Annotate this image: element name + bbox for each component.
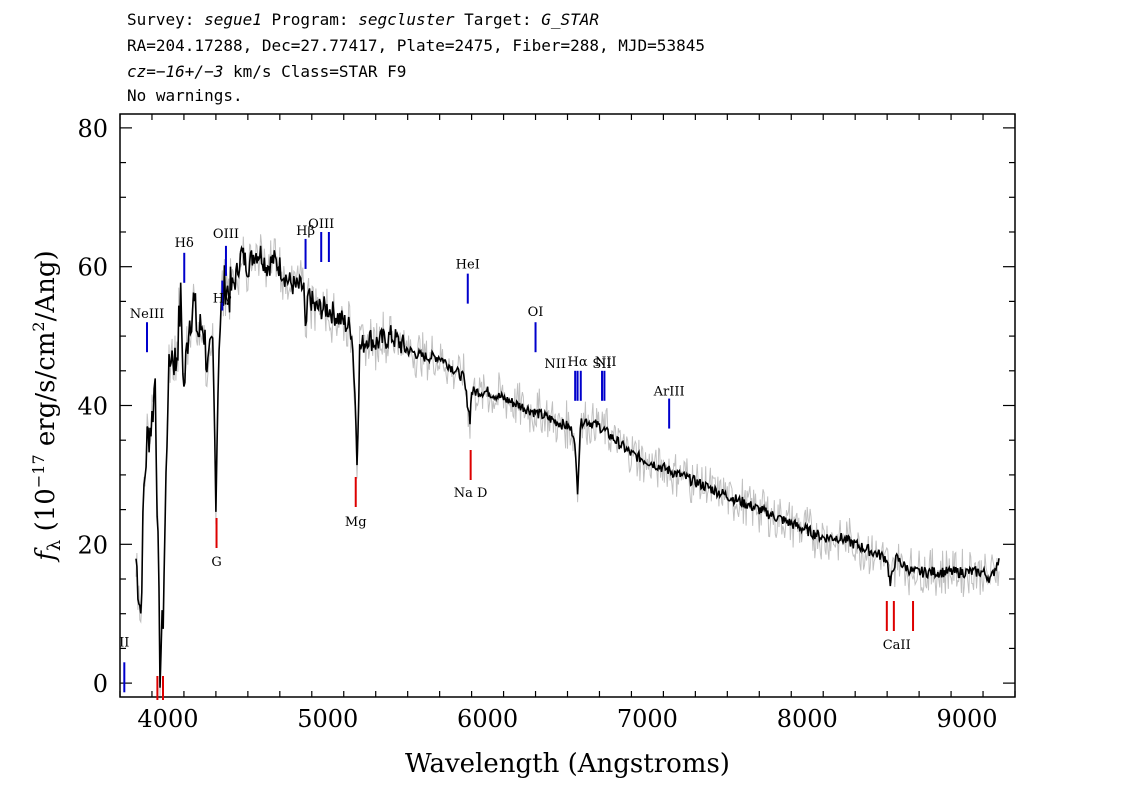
emission-line-label: OI <box>528 305 544 320</box>
emission-line-label: II <box>119 635 129 650</box>
target-label: Target: <box>454 10 542 29</box>
ylabel-exp2: 2 <box>29 321 48 331</box>
error-envelope <box>135 234 1000 699</box>
x-tick-label: 7000 <box>617 705 678 733</box>
emission-line-label: ArIII <box>653 385 685 400</box>
header-line-2: RA=204.17288, Dec=27.77417, Plate=2475, … <box>127 36 705 55</box>
emission-line-label: NII <box>544 357 566 372</box>
ylabel-part1: (10 <box>31 488 61 540</box>
x-tick-label: 9000 <box>937 705 998 733</box>
y-tick-label: 40 <box>77 393 108 421</box>
emission-line-label: HeI <box>456 258 480 273</box>
y-axis-label: fλ (10−17 erg/s/cm2/Ang) <box>29 250 65 562</box>
emission-line-label: SII <box>592 357 611 372</box>
header-line-4: No warnings. <box>127 86 243 105</box>
survey-value: segue1 <box>204 10 262 29</box>
program-value: segcluster <box>358 10 455 29</box>
x-tick-label: 6000 <box>457 705 518 733</box>
ylabel-part3: /Ang) <box>31 250 61 321</box>
x-tick-label: 4000 <box>137 705 198 733</box>
absorption-line-label: G <box>211 555 221 570</box>
survey-label: Survey: <box>127 10 205 29</box>
y-tick-label: 20 <box>77 531 108 559</box>
ylabel-part2: erg/s/cm <box>31 332 61 455</box>
flux-line <box>135 244 1000 688</box>
emission-line-label: Hβ <box>296 224 315 239</box>
emission-line-label: OIII <box>308 217 334 232</box>
cz-label: cz <box>127 62 147 81</box>
x-tick-label: 8000 <box>777 705 838 733</box>
header-line-1: Survey: segue1 Program: segcluster Targe… <box>127 10 599 29</box>
program-label: Program: <box>261 10 359 29</box>
plot-frame <box>119 113 1016 698</box>
emission-line-label: Hγ <box>213 292 232 307</box>
ylabel-exp: −17 <box>29 454 48 488</box>
emission-line-label: NII <box>595 355 617 370</box>
y-tick-label: 80 <box>77 115 108 143</box>
ylabel-lambda: λ <box>44 540 65 551</box>
cz-value: =−16+/−3 <box>146 62 224 81</box>
target-value: G_STAR <box>541 10 600 29</box>
emission-line-label: OIII <box>213 227 239 242</box>
x-axis-label: Wavelength (Angstroms) <box>405 749 730 779</box>
y-tick-label: 60 <box>77 254 108 282</box>
emission-line-label: NeIII <box>130 307 164 322</box>
absorption-line-label: Mg <box>345 515 367 530</box>
x-tick-label: 5000 <box>297 705 358 733</box>
emission-line-label: Hδ <box>175 236 194 251</box>
absorption-line-label: Na D <box>454 486 488 501</box>
header-line-3: cz=−16+/−3 km/s Class=STAR F9 <box>127 62 406 81</box>
absorption-line-label: CaII <box>883 638 911 653</box>
emission-line-label: Hα <box>568 355 588 370</box>
class-text: km/s Class=STAR F9 <box>223 62 407 81</box>
y-tick-label: 0 <box>93 670 108 698</box>
